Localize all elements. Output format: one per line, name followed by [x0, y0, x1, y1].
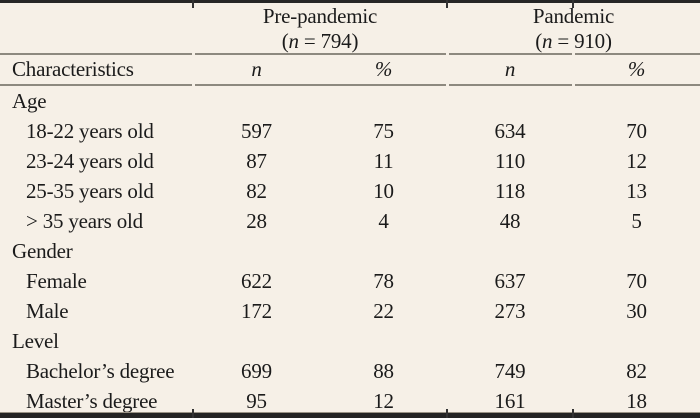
column-tick [446, 0, 448, 8]
pan-n-value: 634 [494, 118, 526, 143]
table-row: 25-35 years old 82 10 118 13 [0, 176, 700, 206]
pan-pct-value: 5 [631, 208, 642, 233]
pan-n-value: 161 [494, 388, 526, 413]
pre-pandemic-column-group: Pre-pandemic (n = 794) [193, 4, 447, 54]
pan-pct-header: % [627, 57, 646, 81]
pan-pct-value: 70 [626, 118, 647, 143]
pre-pct-header: % [374, 57, 393, 81]
characteristics-header: Characteristics [12, 57, 134, 81]
pre-pandemic-title: Pre-pandemic [262, 4, 378, 28]
column-group-header-row: Pre-pandemic (n = 794) Pandemic (n = 910… [0, 4, 700, 54]
pan-n-value: 48 [499, 208, 521, 233]
table-row: Level [0, 326, 700, 356]
pan-pct-value: 30 [626, 298, 647, 323]
pre-n-value: 82 [246, 178, 267, 203]
pandemic-column-group: Pandemic (n = 910) [447, 4, 700, 54]
pre-n-value: 172 [241, 298, 272, 323]
table-row: Female 622 78 637 70 [0, 266, 700, 296]
pre-n-value: 699 [241, 358, 272, 383]
header-divider [0, 53, 700, 55]
table-row: Male 172 22 273 30 [0, 296, 700, 326]
table-row: Age [0, 86, 700, 116]
column-header-row: Characteristics n % n % [0, 55, 700, 84]
row-label: 25-35 years old [26, 178, 154, 203]
pre-n-value: 87 [246, 148, 267, 173]
table-body: Age 18-22 years old 597 75 634 70 23-24 … [0, 86, 700, 416]
row-label: Bachelor’s degree [26, 358, 175, 383]
table-row: Bachelor’s degree 699 88 749 82 [0, 356, 700, 386]
pandemic-title: Pandemic [532, 4, 615, 28]
body-divider [0, 84, 700, 86]
row-label: Female [26, 268, 87, 293]
row-label: Age [12, 88, 47, 113]
pre-pandemic-sample-size: (n = 794) [281, 29, 359, 53]
row-label: 23-24 years old [26, 148, 154, 173]
table-row: Master’s degree 95 12 161 18 [0, 386, 700, 416]
pre-pct-value: 12 [373, 388, 394, 413]
pan-n-value: 110 [494, 148, 526, 173]
row-label: Master’s degree [26, 388, 158, 413]
table-row: > 35 years old 28 4 48 5 [0, 206, 700, 236]
pre-pct-value: 4 [378, 208, 389, 233]
pre-n-value: 622 [241, 268, 272, 293]
column-tick [192, 409, 194, 418]
row-label: 18-22 years old [26, 118, 154, 143]
pan-pct-value: 12 [626, 148, 647, 173]
pan-n-value: 118 [494, 178, 526, 203]
bottom-thin-rule [0, 412, 700, 413]
row-label: Male [26, 298, 69, 323]
row-label: > 35 years old [26, 208, 143, 233]
pre-pct-value: 88 [373, 358, 394, 383]
pan-pct-value: 18 [626, 388, 647, 413]
table-row: 23-24 years old 87 11 110 12 [0, 146, 700, 176]
table-row: Gender [0, 236, 700, 266]
pan-pct-value: 82 [626, 358, 647, 383]
pan-pct-value: 70 [626, 268, 647, 293]
top-border [0, 0, 700, 3]
column-tick [572, 0, 574, 8]
pandemic-sample-size: (n = 910) [535, 29, 612, 53]
pre-pct-value: 22 [373, 298, 394, 323]
pre-n-value: 597 [241, 118, 272, 143]
pan-n-value: 749 [494, 358, 526, 383]
pre-pct-value: 10 [373, 178, 394, 203]
pre-n-value: 28 [246, 208, 267, 233]
pan-n-header: n [504, 57, 516, 81]
row-label: Level [12, 328, 59, 353]
pre-pct-value: 75 [373, 118, 394, 143]
row-label: Gender [12, 238, 73, 263]
pan-pct-value: 13 [626, 178, 647, 203]
column-tick [446, 409, 448, 418]
bottom-border [0, 413, 700, 418]
pan-n-value: 637 [494, 268, 526, 293]
pan-n-value: 273 [494, 298, 526, 323]
pre-pct-value: 11 [373, 148, 394, 173]
pre-pct-value: 78 [373, 268, 394, 293]
pre-n-value: 95 [246, 388, 267, 413]
pre-n-header: n [251, 57, 262, 81]
column-tick [572, 409, 574, 418]
column-tick [192, 0, 194, 8]
table-row: 18-22 years old 597 75 634 70 [0, 116, 700, 146]
